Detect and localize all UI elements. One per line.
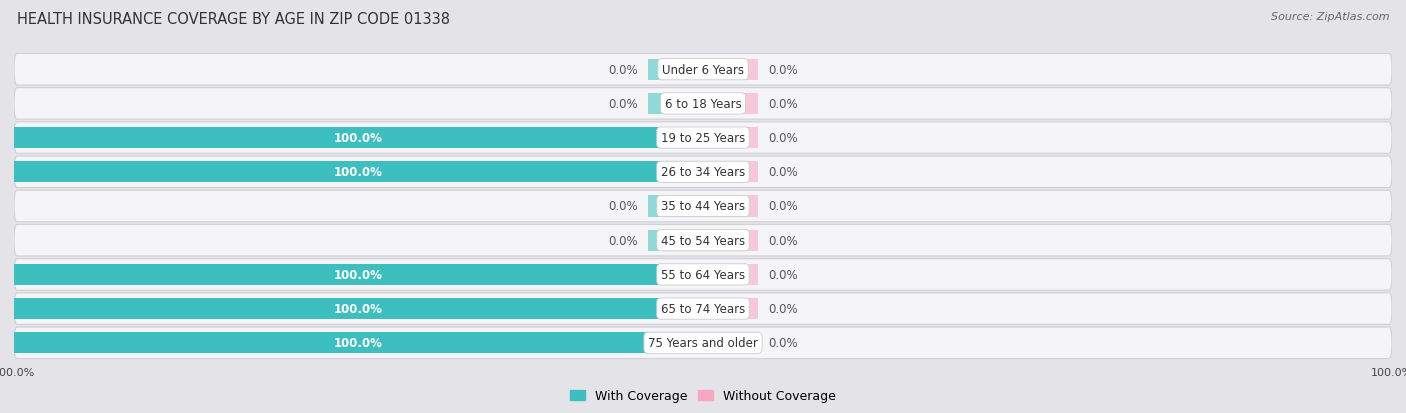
Text: 0.0%: 0.0%	[607, 200, 637, 213]
Bar	[14, 264, 703, 285]
Text: 100.0%: 100.0%	[335, 132, 382, 145]
Text: 0.0%: 0.0%	[607, 234, 637, 247]
Text: 0.0%: 0.0%	[769, 166, 799, 179]
FancyBboxPatch shape	[14, 327, 1392, 358]
Text: 6 to 18 Years: 6 to 18 Years	[665, 97, 741, 111]
Text: 0.0%: 0.0%	[769, 200, 799, 213]
Text: 0.0%: 0.0%	[769, 234, 799, 247]
Bar	[14, 298, 703, 319]
FancyBboxPatch shape	[14, 88, 1392, 120]
Text: 26 to 34 Years: 26 to 34 Years	[661, 166, 745, 179]
FancyBboxPatch shape	[14, 55, 1392, 86]
Text: 75 Years and older: 75 Years and older	[648, 337, 758, 349]
Text: 0.0%: 0.0%	[769, 132, 799, 145]
Bar	[703, 59, 758, 81]
Bar	[648, 196, 703, 217]
FancyBboxPatch shape	[14, 259, 1392, 290]
Text: Under 6 Years: Under 6 Years	[662, 64, 744, 76]
Text: 0.0%: 0.0%	[607, 64, 637, 76]
Text: 55 to 64 Years: 55 to 64 Years	[661, 268, 745, 281]
Bar	[14, 332, 703, 354]
Text: 65 to 74 Years: 65 to 74 Years	[661, 302, 745, 316]
Legend: With Coverage, Without Coverage: With Coverage, Without Coverage	[565, 385, 841, 408]
Text: 45 to 54 Years: 45 to 54 Years	[661, 234, 745, 247]
FancyBboxPatch shape	[14, 293, 1392, 325]
Bar	[703, 298, 758, 319]
Bar	[703, 264, 758, 285]
Text: 0.0%: 0.0%	[769, 64, 799, 76]
FancyBboxPatch shape	[14, 225, 1392, 256]
Bar	[703, 230, 758, 251]
Bar	[648, 94, 703, 115]
Text: 0.0%: 0.0%	[769, 97, 799, 111]
Bar	[703, 332, 758, 354]
Text: 100.0%: 100.0%	[335, 337, 382, 349]
Bar	[14, 128, 703, 149]
Text: 0.0%: 0.0%	[769, 337, 799, 349]
Text: 100.0%: 100.0%	[335, 166, 382, 179]
Bar	[703, 128, 758, 149]
Bar	[648, 59, 703, 81]
Bar	[648, 230, 703, 251]
Bar	[703, 94, 758, 115]
Bar	[14, 162, 703, 183]
Text: 0.0%: 0.0%	[769, 268, 799, 281]
Text: 100.0%: 100.0%	[335, 268, 382, 281]
Text: Source: ZipAtlas.com: Source: ZipAtlas.com	[1271, 12, 1389, 22]
FancyBboxPatch shape	[14, 191, 1392, 222]
Bar	[703, 196, 758, 217]
Text: 35 to 44 Years: 35 to 44 Years	[661, 200, 745, 213]
FancyBboxPatch shape	[14, 157, 1392, 188]
Text: 0.0%: 0.0%	[769, 302, 799, 316]
FancyBboxPatch shape	[14, 123, 1392, 154]
Bar	[703, 162, 758, 183]
Text: 0.0%: 0.0%	[607, 97, 637, 111]
Text: 19 to 25 Years: 19 to 25 Years	[661, 132, 745, 145]
Text: 100.0%: 100.0%	[335, 302, 382, 316]
Text: HEALTH INSURANCE COVERAGE BY AGE IN ZIP CODE 01338: HEALTH INSURANCE COVERAGE BY AGE IN ZIP …	[17, 12, 450, 27]
